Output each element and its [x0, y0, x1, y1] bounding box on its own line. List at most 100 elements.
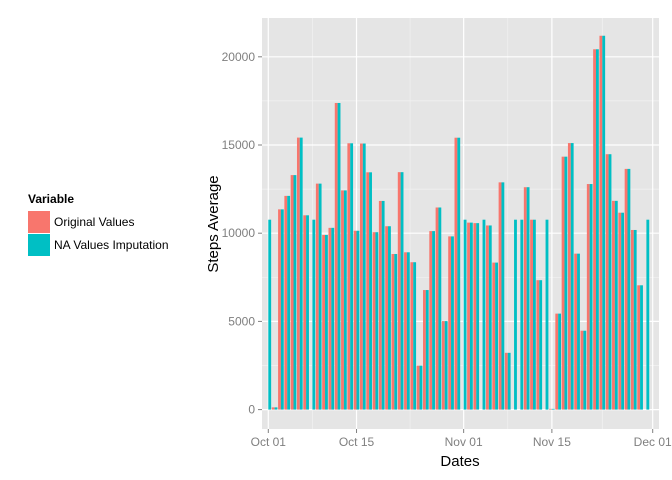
bar-original-values	[530, 219, 533, 410]
bar-original-values	[574, 253, 578, 410]
bar-original-values	[599, 35, 603, 410]
bar-original-values	[385, 226, 389, 410]
bar-na-imputation	[532, 219, 536, 410]
bars-group	[268, 35, 650, 410]
bar-na-imputation	[444, 321, 448, 410]
bar-original-values	[322, 234, 326, 410]
bar-original-values	[561, 156, 565, 410]
bar-na-imputation	[457, 137, 461, 410]
bar-original-values	[492, 262, 496, 410]
y-axis: 0 5000 10000 15000 20000	[222, 50, 262, 417]
bar-na-imputation	[419, 365, 423, 410]
bar-na-imputation	[299, 137, 303, 410]
bar-na-imputation	[318, 183, 322, 410]
bar-original-values	[397, 172, 401, 410]
bar-original-values	[523, 187, 527, 410]
bar-original-values	[353, 230, 357, 410]
bar-na-imputation	[463, 219, 467, 410]
bar-na-imputation	[646, 219, 650, 410]
x-tick-label: Nov 15	[533, 435, 571, 449]
x-tick-label: Oct 01	[251, 435, 287, 449]
bar-na-imputation	[451, 236, 454, 410]
bar-na-imputation	[350, 143, 354, 410]
legend-title: Variable	[28, 192, 75, 206]
bar-na-imputation	[469, 222, 473, 410]
bar-na-imputation	[369, 172, 372, 410]
bar-na-imputation	[331, 227, 335, 410]
bar-original-values	[624, 168, 628, 410]
bar-original-values	[618, 212, 622, 410]
bar-na-imputation	[570, 143, 574, 410]
legend-item-original: Original Values	[28, 210, 169, 233]
y-tick-label: 5000	[228, 314, 255, 328]
bar-original-values	[347, 143, 351, 410]
bar-na-imputation	[564, 156, 568, 410]
bar-original-values	[391, 254, 395, 410]
y-tick-label: 10000	[222, 226, 256, 240]
bar-original-values	[567, 143, 571, 410]
bar-na-imputation	[287, 195, 291, 410]
bar-na-imputation	[495, 262, 498, 410]
bar-na-imputation	[343, 190, 347, 410]
bar-na-imputation	[545, 219, 549, 410]
bar-na-imputation	[476, 223, 480, 410]
bar-na-imputation	[274, 407, 278, 410]
bar-na-imputation	[501, 182, 505, 410]
legend-item-imputation: NA Values Imputation	[28, 233, 169, 256]
bar-na-imputation	[640, 285, 643, 410]
bar-na-imputation	[362, 143, 366, 410]
bar-original-values	[630, 229, 634, 410]
bar-original-values	[580, 330, 584, 410]
y-axis-title: Steps Average	[205, 175, 222, 272]
bar-na-imputation	[280, 209, 284, 410]
legend-swatch-imputation	[28, 233, 50, 256]
bar-na-imputation	[621, 212, 625, 410]
legend-label-imputation: NA Values Imputation	[54, 237, 169, 252]
bar-original-values	[423, 290, 426, 410]
bar-original-values	[429, 231, 433, 410]
bar-original-values	[366, 172, 370, 410]
bar-original-values	[410, 262, 414, 410]
bar-original-values	[372, 232, 376, 410]
bar-na-imputation	[400, 172, 404, 410]
bar-original-values	[586, 184, 590, 410]
bar-original-values	[637, 285, 641, 410]
bar-na-imputation	[381, 200, 385, 410]
bar-original-values	[498, 182, 502, 410]
y-tick-label: 15000	[222, 138, 256, 152]
x-axis-title: Dates	[440, 453, 479, 470]
bar-original-values	[296, 137, 300, 410]
bar-na-imputation	[413, 262, 417, 410]
bar-na-imputation	[325, 234, 328, 410]
bar-original-values	[284, 195, 288, 410]
x-axis: Oct 01 Oct 15 Nov 01 Nov 15 Dec 01	[251, 429, 672, 449]
bar-original-values	[441, 321, 445, 410]
plot-panel	[262, 18, 659, 429]
bar-na-imputation	[539, 280, 543, 410]
bar-original-values	[378, 200, 382, 410]
bar-na-imputation	[488, 225, 492, 410]
bar-na-imputation	[602, 35, 606, 410]
bar-original-values	[605, 154, 609, 410]
bar-original-values	[334, 102, 338, 410]
bar-original-values	[416, 365, 420, 410]
bar-original-values	[467, 222, 470, 410]
bar-original-values	[612, 200, 615, 410]
bar-na-imputation	[627, 168, 631, 410]
bar-na-imputation	[337, 102, 341, 410]
bar-na-imputation	[268, 219, 272, 410]
bar-na-imputation	[438, 207, 442, 410]
bar-na-imputation	[312, 219, 316, 410]
bar-na-imputation	[432, 231, 435, 410]
bar-na-imputation	[595, 49, 599, 410]
bar-na-imputation	[558, 313, 562, 410]
bar-original-values	[504, 352, 508, 410]
bar-original-values	[593, 49, 596, 410]
bar-na-imputation	[633, 229, 637, 410]
bar-original-values	[278, 209, 281, 410]
bar-na-imputation	[482, 219, 486, 410]
x-tick-label: Nov 01	[445, 435, 483, 449]
bar-original-values	[435, 207, 439, 410]
bar-na-imputation	[589, 184, 593, 410]
